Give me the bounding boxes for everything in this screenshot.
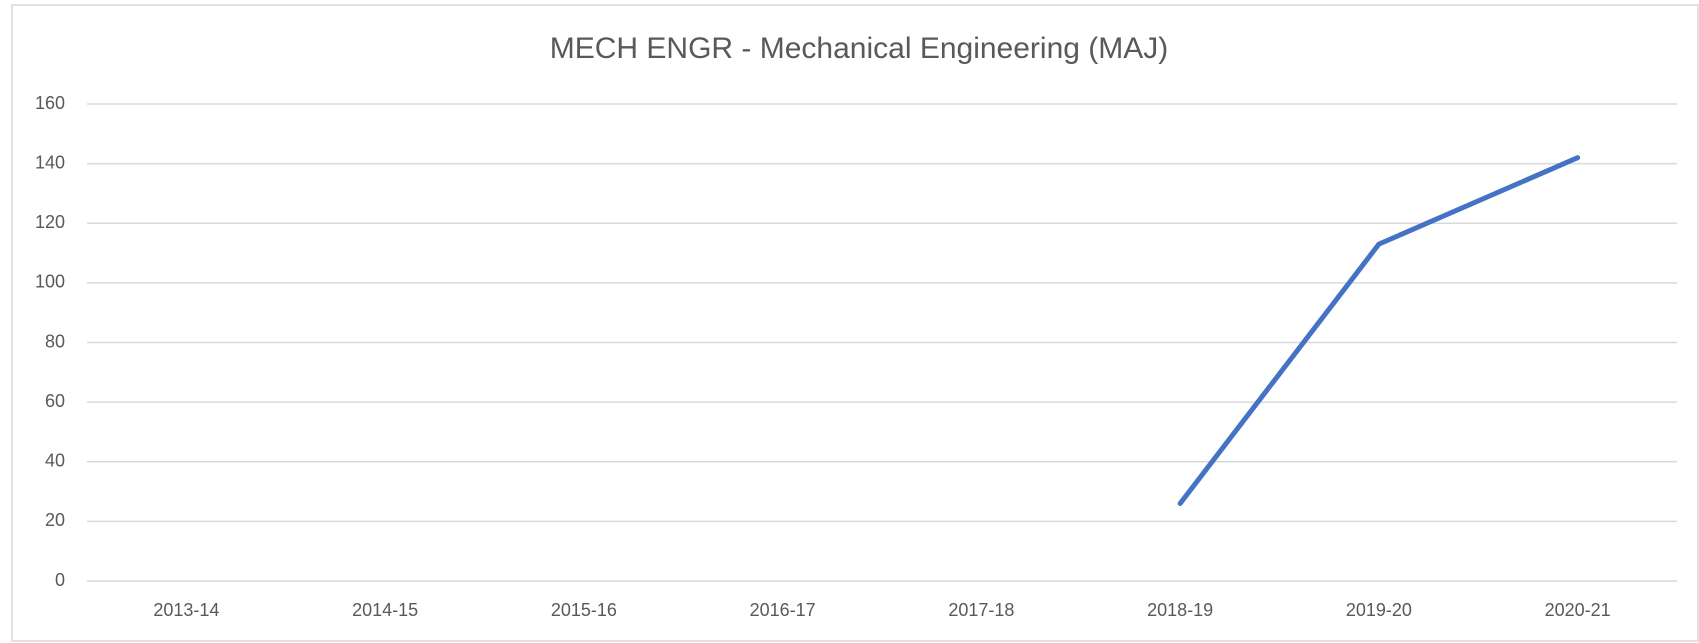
- y-tick-label: 140: [35, 152, 65, 172]
- x-tick-label: 2020-21: [1545, 600, 1611, 620]
- line-series: [1177, 155, 1581, 506]
- chart-border: [11, 4, 1699, 642]
- x-tick-label: 2019-20: [1346, 600, 1412, 620]
- y-tick-label: 120: [35, 212, 65, 232]
- x-tick-label: 2016-17: [750, 600, 816, 620]
- x-tick-label: 2015-16: [551, 600, 617, 620]
- y-tick-label: 20: [45, 510, 65, 530]
- y-tick-label: 60: [45, 391, 65, 411]
- y-tick-label: 40: [45, 451, 65, 471]
- y-tick-label: 160: [35, 93, 65, 113]
- y-tick-label: 0: [55, 570, 65, 590]
- y-tick-label: 100: [35, 272, 65, 292]
- x-tick-label: 2018-19: [1147, 600, 1213, 620]
- x-tick-label: 2017-18: [948, 600, 1014, 620]
- chart-title: MECH ENGR - Mechanical Engineering (MAJ): [550, 32, 1169, 65]
- x-tick-label: 2014-15: [352, 600, 418, 620]
- y-tick-label: 80: [45, 331, 65, 351]
- x-tick-label: 2013-14: [153, 600, 219, 620]
